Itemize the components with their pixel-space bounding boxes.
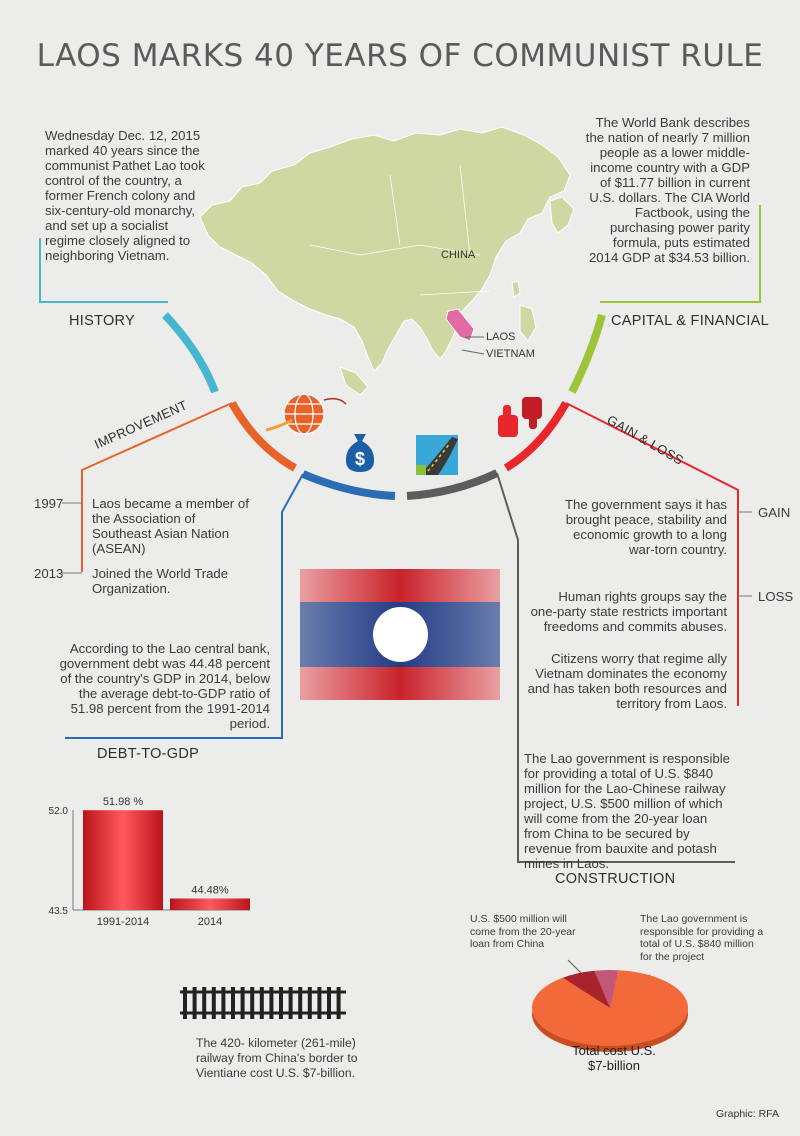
railway-text: The 420- kilometer (261-mile) railway fr… (196, 1036, 358, 1080)
improvement-text-1: Laos became a member of the Association … (92, 496, 249, 556)
pie-total-label: Total cost U.S. $7-billion (572, 1043, 656, 1073)
pie-slice-remaining (532, 970, 688, 1046)
railway-tie (183, 987, 187, 1019)
railway-tie (336, 987, 341, 1019)
gain-text: The government says it has brought peace… (565, 497, 727, 557)
data-label-1991-2014: 51.98 % (103, 796, 144, 808)
graphic-credit: Graphic: RFA (716, 1108, 780, 1120)
money-bag-icon: $ (345, 434, 375, 472)
railway-tie (317, 987, 322, 1019)
debt-bar-chart: 52.0 43.5 51.98 % 44.48% 1991-2014 2014 (49, 796, 250, 928)
pie-slice-loan (562, 970, 610, 1008)
laos-flag (300, 569, 500, 700)
gain-label: GAIN (758, 505, 791, 520)
pie-label-lao-gov: The Lao government is responsible for pr… (640, 913, 764, 963)
railway-tie (231, 987, 235, 1019)
globe-icon (265, 393, 347, 435)
railway-tie (307, 987, 312, 1019)
railway-tie (269, 987, 274, 1019)
railway-tie (327, 987, 331, 1019)
arc-construction (406, 469, 499, 500)
y-tick-label-bottom: 43.5 (49, 906, 69, 917)
railway-tie (211, 987, 216, 1019)
debt-label: DEBT-TO-GDP (97, 746, 200, 762)
y-tick-label-top: 52.0 (49, 806, 69, 817)
svg-text:$: $ (355, 449, 365, 469)
debt-text: According to the Lao central bank, gover… (59, 641, 270, 731)
railway-tie (240, 987, 245, 1019)
arc-gain-loss (503, 401, 570, 472)
railway-tie (298, 987, 303, 1019)
bar-2014 (170, 898, 250, 910)
loss-label: LOSS (758, 589, 794, 604)
arc-history (162, 312, 219, 394)
arc-capital (568, 313, 606, 394)
asia-landmass (199, 126, 571, 372)
map-label-laos: LAOS (486, 331, 516, 343)
railway-track-icon (180, 987, 346, 1019)
capital-label: CAPITAL & FINANCIAL (611, 313, 769, 329)
loss-text-2: Citizens worry that regime ally Vietnam … (527, 651, 727, 711)
asia-map (199, 126, 575, 396)
borders (309, 164, 491, 296)
thumbs-icon (498, 397, 542, 437)
bar-1991-2014 (83, 810, 163, 910)
railway-tie (221, 987, 226, 1019)
cost-pie-chart (532, 959, 688, 1052)
pie-slice-lao-gov (594, 970, 619, 1008)
taiwan (511, 280, 521, 298)
laos-shape (445, 308, 475, 342)
capital-text: The World Bank describes the nation of n… (585, 115, 750, 265)
x-tick-label-2014: 2014 (198, 916, 222, 928)
page-title: LAOS MARKS 40 YEARS OF COMMUNIST RULE (36, 38, 764, 74)
sumatra (339, 366, 369, 396)
loss-text-1: Human rights groups say the one-party st… (530, 589, 727, 634)
railway-tie (250, 987, 255, 1019)
data-label-2014: 44.48% (191, 884, 229, 896)
arc-improvement (228, 401, 297, 472)
construction-text: The Lao government is responsible for pr… (524, 751, 730, 871)
map-label-vietnam: VIETNAM (486, 348, 535, 360)
map-label-china: CHINA (441, 249, 476, 261)
railway-tie (259, 987, 264, 1019)
improvement-year-1: 1997 (34, 496, 64, 511)
railway-tie (288, 987, 293, 1019)
pie-label-loan: U.S. $500 million will come from the 20-… (470, 913, 576, 950)
japan (549, 196, 575, 234)
railway-tie (279, 987, 283, 1019)
arc-debt (301, 470, 396, 500)
road-icon (416, 435, 458, 475)
x-tick-label-1991-2014: 1991-2014 (97, 916, 150, 928)
history-label: HISTORY (69, 313, 136, 329)
improvement-text-2: Joined the World Trade Organization. (92, 566, 229, 596)
improvement-year-2: 2013 (34, 566, 64, 581)
construction-label: CONSTRUCTION (555, 871, 676, 887)
philippines (519, 304, 537, 342)
railway-tie (192, 987, 197, 1019)
railway-tie (202, 987, 207, 1019)
history-text: Wednesday Dec. 12, 2015 marked 40 years … (45, 128, 205, 263)
